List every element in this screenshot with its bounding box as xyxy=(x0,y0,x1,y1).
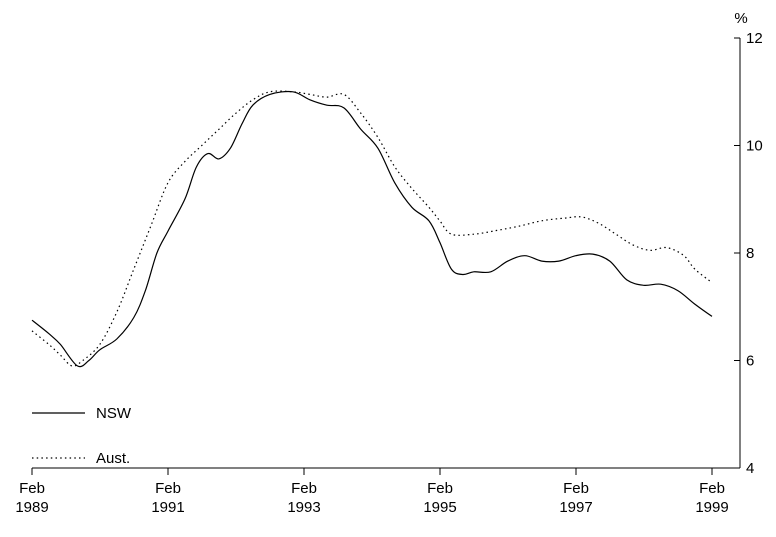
y-tick-label: 10 xyxy=(746,138,763,155)
x-axis-ticks: Feb 1989 Feb 1991 Feb 1993 Feb 1995 Feb 1997 Feb 19… xyxy=(15,468,729,516)
y-tick-label: 12 xyxy=(746,30,763,47)
series-line-nsw xyxy=(31,90,713,368)
x-tick-label-year: 1997 xyxy=(559,499,592,516)
y-tick-label: 8 xyxy=(746,245,754,262)
series-line-aust xyxy=(31,90,713,367)
x-tick-label-month: Feb xyxy=(291,480,317,497)
y-axis-unit-label: % xyxy=(734,10,747,27)
x-tick-label-year: 1991 xyxy=(151,499,184,516)
x-tick-label-year: 1989 xyxy=(15,499,48,516)
legend: NSW Aust. xyxy=(32,405,132,467)
y-tick-label: 6 xyxy=(746,353,754,370)
x-tick-label-year: 1995 xyxy=(423,499,456,516)
y-tick-label: 4 xyxy=(746,460,754,477)
x-tick-label-month: Feb xyxy=(699,480,725,497)
y-axis-ticks: 4 6 8 10 12 xyxy=(734,30,763,477)
x-tick-label-month: Feb xyxy=(155,480,181,497)
x-tick-label-month: Feb xyxy=(563,480,589,497)
legend-label-aust: Aust. xyxy=(96,450,130,467)
x-tick-label-month: Feb xyxy=(19,480,45,497)
legend-label-nsw: NSW xyxy=(96,405,132,422)
x-tick-label-year: 1993 xyxy=(287,499,320,516)
x-tick-label-year: 1999 xyxy=(695,499,728,516)
x-tick-label-month: Feb xyxy=(427,480,453,497)
series-group xyxy=(31,90,713,368)
